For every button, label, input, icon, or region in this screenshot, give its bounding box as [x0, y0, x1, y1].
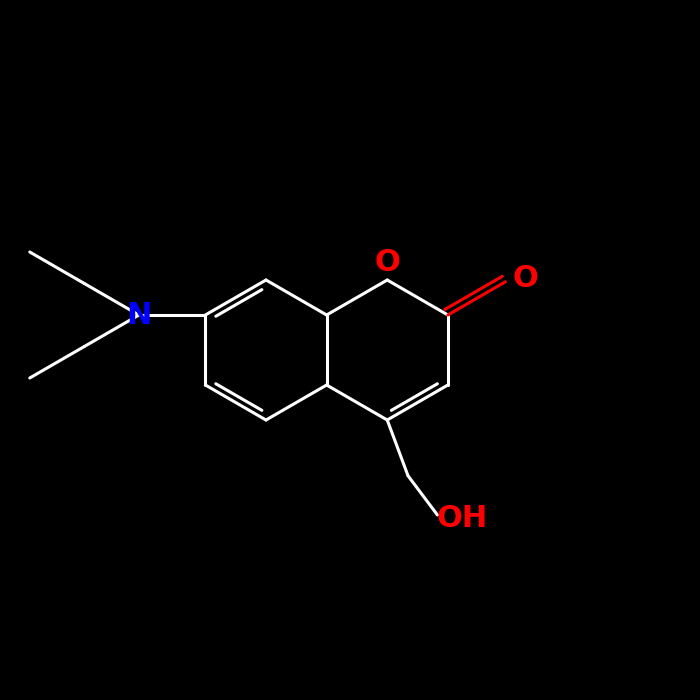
Text: N: N — [126, 300, 152, 330]
Text: OH: OH — [436, 504, 487, 533]
Text: O: O — [374, 248, 400, 277]
Text: O: O — [512, 264, 538, 293]
